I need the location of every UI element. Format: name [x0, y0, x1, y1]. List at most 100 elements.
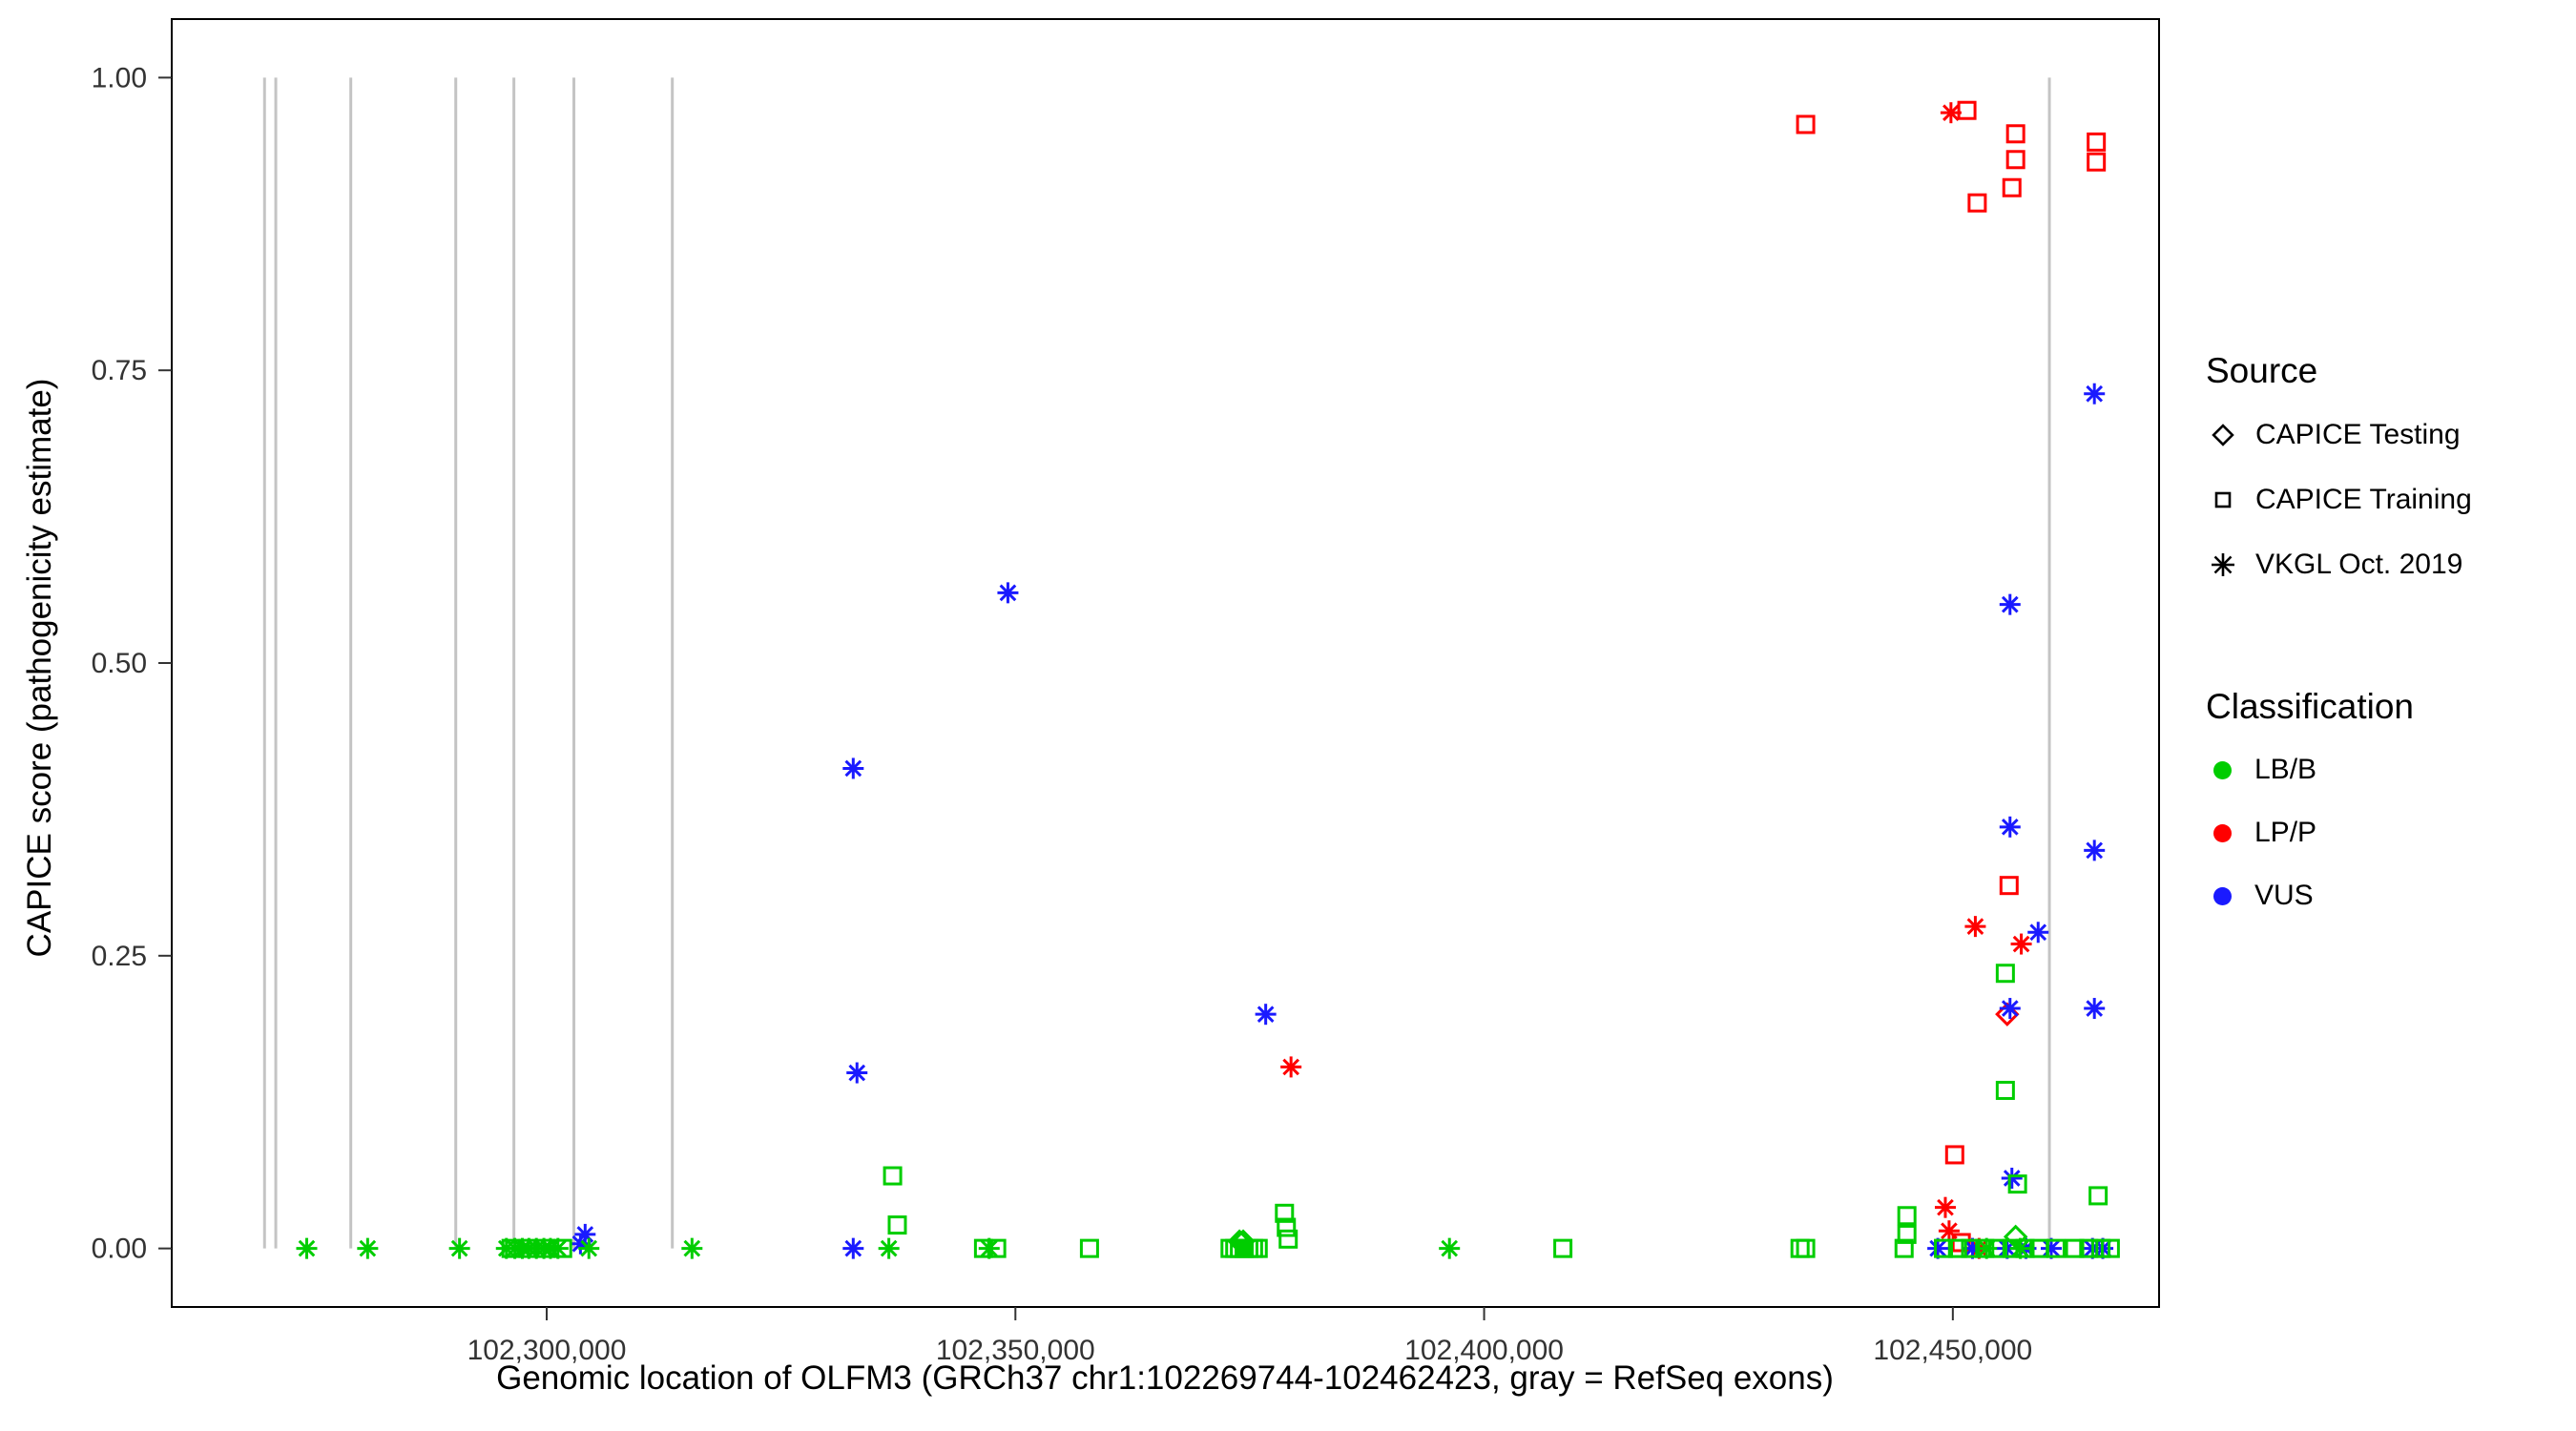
x-tick-label: 102,300,000	[467, 1335, 627, 1366]
data-point	[1894, 1238, 1914, 1258]
x-tick-label: 102,450,000	[1873, 1335, 2032, 1366]
data-point	[887, 1215, 907, 1235]
legend-item-label: LB/B	[2254, 754, 2317, 785]
data-point	[2065, 1238, 2085, 1258]
data-point	[1934, 1238, 1954, 1258]
data-point	[1796, 1238, 1816, 1258]
data-point	[2079, 1238, 2099, 1258]
data-point	[580, 1239, 598, 1257]
data-point	[999, 584, 1017, 602]
legend-item-capice-testing: CAPICE Testing	[2206, 418, 2472, 452]
data-point	[1278, 1229, 1298, 1249]
diamond-icon	[2212, 424, 2234, 446]
lbb-dot-icon	[2213, 760, 2232, 779]
x-tick-label: 102,400,000	[1404, 1335, 1564, 1366]
data-point	[844, 759, 862, 778]
asterisk-icon	[2212, 553, 2234, 576]
data-point	[571, 1234, 590, 1253]
data-point	[1553, 1238, 1573, 1258]
data-point	[1897, 1224, 1917, 1244]
lpp-dot-icon	[2213, 823, 2232, 842]
data-point	[2088, 1186, 2109, 1206]
data-point	[1441, 1239, 1459, 1257]
data-point	[2087, 152, 2107, 172]
data-point	[883, 1166, 903, 1186]
x-axis-title: Genomic location of OLFM3 (GRCh37 chr1:1…	[496, 1359, 1834, 1397]
legend-item-label: CAPICE Testing	[2255, 419, 2461, 450]
data-point	[973, 1238, 993, 1258]
data-point	[1277, 1217, 1297, 1237]
data-point	[1975, 1238, 1995, 1258]
legend-item-lpp: LP/P	[2206, 817, 2472, 849]
legend-item-vus: VUS	[2206, 880, 2472, 912]
data-point	[2007, 1174, 2027, 1194]
data-point	[2046, 1238, 2066, 1258]
data-point	[1079, 1238, 1099, 1258]
legend-item-label: CAPICE Training	[2255, 484, 2472, 515]
data-point	[1961, 1238, 1981, 1258]
data-point	[450, 1239, 468, 1257]
data-point	[2012, 935, 2030, 953]
data-point	[844, 1239, 862, 1257]
data-point	[2015, 1238, 2035, 1258]
data-point	[1248, 1238, 1268, 1258]
data-point	[2001, 818, 2019, 836]
data-point	[2100, 1238, 2120, 1258]
legend: Source CAPICE Testing CAPICE Training VK…	[2206, 351, 2472, 943]
x-tick-label: 102,350,000	[936, 1335, 1095, 1366]
legend-source-title: Source	[2206, 351, 2318, 390]
y-tick-label: 1.00	[92, 62, 147, 93]
data-point	[2086, 384, 2104, 403]
y-tick-label: 0.50	[92, 648, 147, 679]
data-point	[2086, 1000, 2104, 1017]
data-point	[518, 1238, 538, 1258]
data-point	[2086, 841, 2104, 860]
data-point	[2005, 124, 2025, 144]
y-tick-label: 0.00	[92, 1234, 147, 1265]
legend-spacer	[2206, 612, 2472, 687]
vus-dot-icon	[2213, 886, 2232, 905]
legend-item-capice-training: CAPICE Training	[2206, 483, 2472, 517]
data-point	[1796, 114, 1816, 135]
data-point	[1966, 918, 1984, 935]
data-point	[1257, 1006, 1275, 1024]
data-point	[1967, 193, 1987, 213]
data-point	[987, 1238, 1007, 1258]
data-point	[1282, 1058, 1300, 1076]
data-point	[1999, 876, 2019, 896]
data-point	[1995, 964, 2015, 984]
data-point	[1957, 100, 1977, 120]
data-point	[1947, 1238, 1967, 1258]
data-point	[1790, 1238, 1810, 1258]
legend-item-lbb: LB/B	[2206, 754, 2472, 786]
data-point	[1941, 1222, 1958, 1240]
data-point	[683, 1239, 701, 1257]
legend-item-label: LP/P	[2254, 817, 2317, 848]
y-tick-label: 0.75	[92, 355, 147, 386]
data-point	[2029, 923, 2047, 942]
data-point	[1929, 1239, 1946, 1257]
data-point	[1995, 1080, 2015, 1100]
legend-item-vkgl: VKGL Oct. 2019	[2206, 548, 2472, 582]
data-point	[1897, 1206, 1917, 1226]
legend-item-label: VUS	[2254, 880, 2314, 911]
y-axis-title: CAPICE score (pathogenicity estimate)	[21, 378, 58, 958]
data-point	[2001, 595, 2019, 613]
data-point	[2002, 177, 2022, 197]
data-point	[848, 1064, 866, 1082]
y-tick-label: 0.25	[92, 941, 147, 972]
data-point	[359, 1239, 377, 1257]
data-point	[2003, 1170, 2021, 1187]
square-icon	[2214, 491, 2232, 508]
data-point	[2087, 132, 2107, 152]
data-point	[1942, 104, 1960, 122]
panel-border	[171, 18, 2160, 1308]
data-point	[2001, 1000, 2019, 1017]
data-point	[2005, 150, 2025, 170]
legend-classification-title: Classification	[2206, 687, 2414, 726]
data-point	[1937, 1198, 1954, 1216]
data-point	[2002, 1238, 2022, 1258]
data-point	[1988, 1238, 2008, 1258]
